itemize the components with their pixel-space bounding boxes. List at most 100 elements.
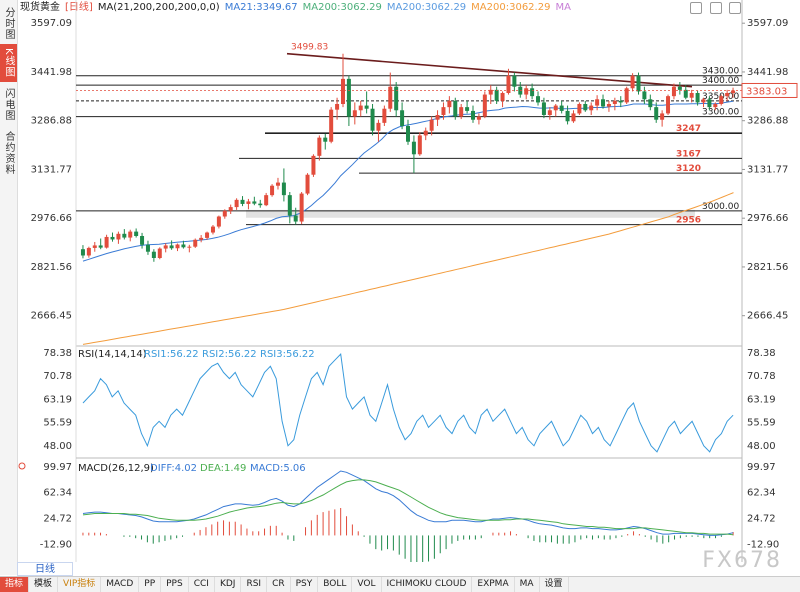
candle-body xyxy=(145,244,150,252)
candle-body xyxy=(459,107,464,117)
ma200-value-b: MA200:3062.29 xyxy=(386,2,467,13)
last-price-box xyxy=(741,82,798,98)
candle-body xyxy=(406,126,410,142)
candle-body xyxy=(577,104,582,114)
candle-body xyxy=(411,141,416,155)
level-label-8: 2956 xyxy=(676,216,701,226)
toolbar-tab-15[interactable]: MA xyxy=(515,577,540,592)
candle-body xyxy=(701,99,706,103)
toolbar-tab-6[interactable]: CCI xyxy=(189,577,215,592)
price-tick-left-1: 3441.98 xyxy=(31,67,72,78)
toolbar-tab-14[interactable]: EXPMA xyxy=(472,577,515,592)
macd-dea-line xyxy=(82,479,734,536)
toolbar-tab-11[interactable]: BOLL xyxy=(318,577,353,592)
candle-body xyxy=(222,210,227,217)
price-tick-right-5: 2821.56 xyxy=(747,262,788,273)
candle-body xyxy=(329,109,334,142)
ma-settings[interactable]: MA(21,200,200,200,0,0) xyxy=(97,2,220,13)
candle-body xyxy=(281,182,286,196)
chart-canvas[interactable]: 3597.09 3597.09 3441.98 3441.98 3286.88 3286.… xyxy=(0,0,800,562)
toolbar-tab-1[interactable]: 模板 xyxy=(29,577,59,592)
toolbar-tab-13[interactable]: ICHIMOKU CLOUD xyxy=(382,577,473,592)
rsi-line xyxy=(82,353,734,453)
level-label-6: 3120 xyxy=(676,164,701,174)
level-label-5: 3167 xyxy=(676,149,701,159)
rsi-tick-left-4: 48.00 xyxy=(43,441,72,452)
candle-body xyxy=(376,122,381,131)
trend-line xyxy=(286,52,693,88)
price-tick-right-3: 3131.77 xyxy=(747,164,788,175)
candle-body xyxy=(541,102,546,115)
candle-body xyxy=(695,93,700,103)
toolbar-tab-0[interactable]: 指标 xyxy=(0,577,30,592)
level-label-1: 3400.00 xyxy=(702,76,739,86)
rsi-tick-left-2: 63.19 xyxy=(43,394,72,405)
rsi-tick-right-2: 63.19 xyxy=(747,394,776,405)
candle-body xyxy=(134,231,139,236)
candle-body xyxy=(187,246,192,248)
rsi-legend-0: RSI1:56.22 xyxy=(144,349,199,360)
candle-body xyxy=(98,245,103,248)
toolbar-tab-7[interactable]: KDJ xyxy=(215,577,242,592)
toolbar-tab-10[interactable]: PSY xyxy=(291,577,319,592)
rsi-tick-left-1: 70.78 xyxy=(43,371,72,382)
side-tab-panel: 分时图 K线图 闪电图 合约资料 xyxy=(0,0,18,575)
toolbar-tab-3[interactable]: MACD xyxy=(101,577,140,592)
candle-body xyxy=(453,100,458,117)
candle-body xyxy=(719,96,724,104)
candle-body xyxy=(583,104,588,111)
candle-body xyxy=(181,244,186,248)
candle-body xyxy=(589,105,594,111)
candle-body xyxy=(624,88,629,103)
candle-body xyxy=(441,107,446,115)
macd-tick-right-3: -12.90 xyxy=(747,539,779,550)
timeframe-button[interactable]: 日线 xyxy=(17,562,73,576)
fullscreen-icon[interactable] xyxy=(710,2,722,14)
macd-tick-right-2: 24.72 xyxy=(747,513,776,524)
toolbar-tab-5[interactable]: PPS xyxy=(161,577,189,592)
side-tab-flash[interactable]: 闪电图 xyxy=(3,87,14,121)
toolbar-tab-4[interactable]: PP xyxy=(139,577,162,592)
close-icon[interactable] xyxy=(729,2,741,14)
settings-icon[interactable] xyxy=(690,2,702,14)
toolbar-tab-16[interactable]: 设置 xyxy=(540,577,569,592)
toolbar-tab-2[interactable]: VIP指标 xyxy=(58,577,102,592)
candle-body xyxy=(500,93,505,101)
rsi-tick-left-0: 78.38 xyxy=(43,348,72,359)
candle-body xyxy=(258,203,263,206)
candle-body xyxy=(707,99,712,108)
candle-body xyxy=(553,105,558,111)
price-tick-right-4: 2976.66 xyxy=(747,213,788,224)
price-tick-left-2: 3286.88 xyxy=(31,116,72,127)
ma200-line xyxy=(82,192,734,345)
candle-body xyxy=(175,244,180,249)
macd-tick-left-0: 99.97 xyxy=(43,462,72,473)
side-tab-contract[interactable]: 合约资料 xyxy=(3,131,14,175)
candle-body xyxy=(157,248,162,258)
toolbar-tab-8[interactable]: RSI xyxy=(241,577,268,592)
price-tick-left-3: 3131.77 xyxy=(31,164,72,175)
candle-body xyxy=(246,201,251,204)
candle-body xyxy=(252,201,257,204)
last-price-label: 3383.03 xyxy=(746,86,787,97)
candle-body xyxy=(571,113,576,122)
candle-body xyxy=(547,110,552,115)
candle-body xyxy=(234,199,239,208)
candle-body xyxy=(642,91,647,100)
symbol-name: 现货黄金 xyxy=(20,2,60,13)
candle-body xyxy=(335,104,340,110)
macd-legend-1: DEA:1.49 xyxy=(200,463,246,474)
candle-body xyxy=(128,231,133,238)
candle-body xyxy=(352,110,357,117)
candle-body xyxy=(494,89,499,101)
candle-body xyxy=(601,99,606,107)
period-label[interactable]: [日线] xyxy=(65,2,93,13)
toolbar-tab-12[interactable]: VOL xyxy=(352,577,382,592)
candle-body xyxy=(270,185,275,196)
candle-body xyxy=(228,207,233,211)
candle-body xyxy=(666,96,671,114)
side-tab-kline[interactable]: K线图 xyxy=(0,44,17,82)
ma200-value-a: MA200:3062.29 xyxy=(302,2,382,13)
toolbar-tab-9[interactable]: CR xyxy=(267,577,291,592)
side-tab-timeshare[interactable]: 分时图 xyxy=(3,6,14,40)
